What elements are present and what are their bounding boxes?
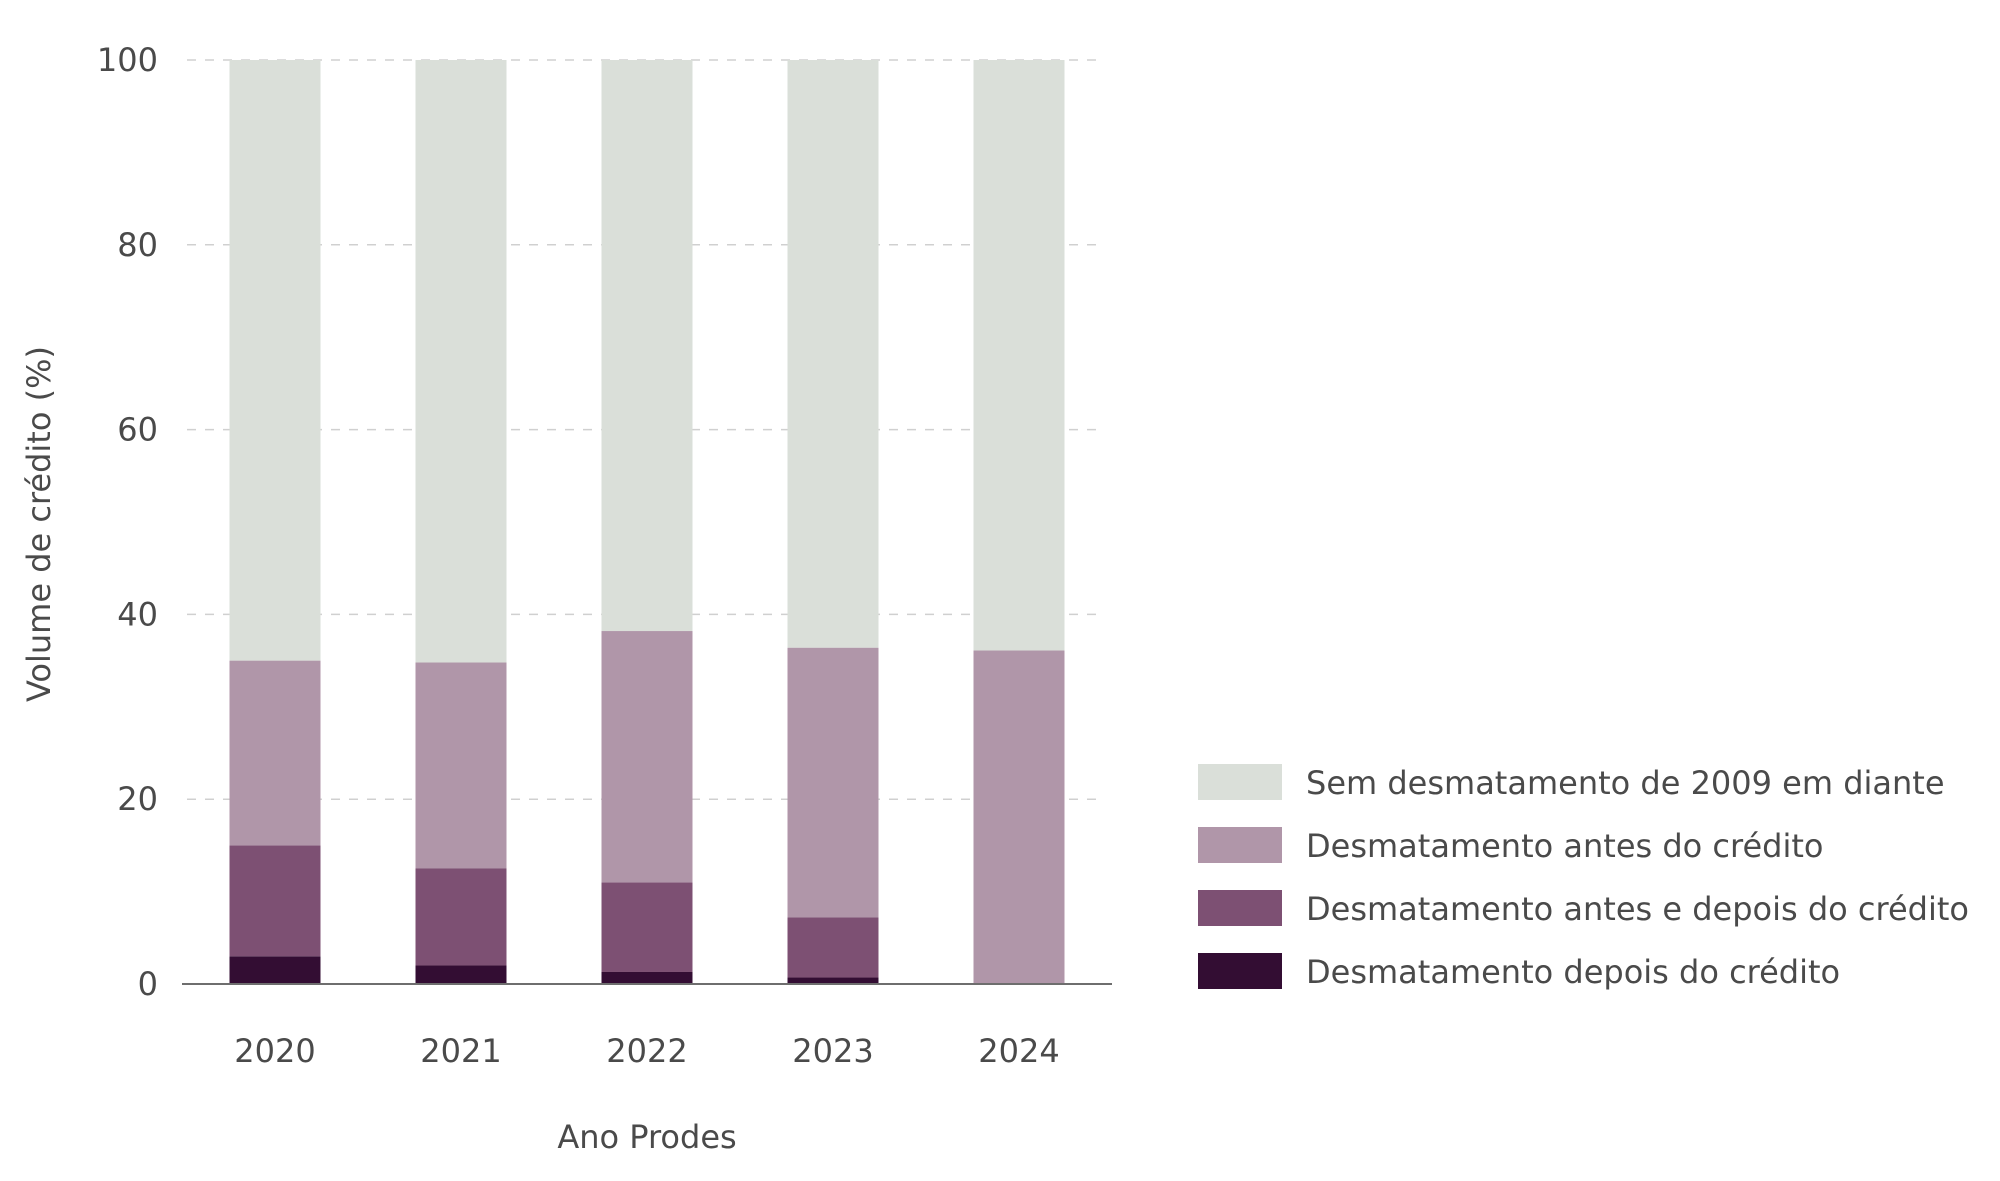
- x-tick-label: 2022: [606, 1032, 687, 1070]
- legend-item: Desmatamento depois do crédito: [1198, 953, 1840, 991]
- bars: [229, 60, 1065, 984]
- legend-swatch: [1198, 827, 1282, 863]
- x-tick-label: 2021: [420, 1032, 501, 1070]
- bar-segment: [787, 977, 879, 984]
- bar-segment: [229, 660, 321, 846]
- x-tick-label: 2023: [792, 1032, 873, 1070]
- bar-segment: [973, 650, 1065, 984]
- legend-label: Desmatamento antes e depois do crédito: [1306, 890, 1969, 928]
- legend: Sem desmatamento de 2009 em diante Desmat…: [1198, 764, 1969, 991]
- bar-segment: [601, 971, 693, 984]
- bar-segment: [415, 868, 507, 966]
- x-tick-label: 2024: [978, 1032, 1059, 1070]
- bar-segment: [415, 965, 507, 984]
- bar-segment: [415, 662, 507, 869]
- bar-segment: [415, 60, 507, 663]
- y-tick-label: 0: [138, 965, 158, 1003]
- x-axis-ticks: 2020 2021 2022 2023 2024: [234, 1032, 1059, 1070]
- bar-segment: [787, 917, 879, 978]
- bar-segment: [601, 631, 693, 883]
- bar-segment: [229, 956, 321, 984]
- legend-swatch: [1198, 953, 1282, 989]
- legend-swatch: [1198, 764, 1282, 800]
- bar-segment: [787, 647, 879, 918]
- bar-segment: [601, 60, 693, 632]
- x-axis-title: Ano Prodes: [557, 1118, 736, 1156]
- legend-label: Sem desmatamento de 2009 em diante: [1306, 764, 1945, 802]
- legend-item: Sem desmatamento de 2009 em diante: [1198, 764, 1945, 802]
- legend-item: Desmatamento antes do crédito: [1198, 827, 1823, 865]
- y-tick-label: 60: [117, 411, 158, 449]
- legend-swatch: [1198, 890, 1282, 926]
- bar-segment: [229, 845, 321, 957]
- legend-item: Desmatamento antes e depois do crédito: [1198, 890, 1969, 928]
- x-tick-label: 2020: [234, 1032, 315, 1070]
- y-tick-label: 100: [97, 41, 158, 79]
- y-axis-ticks: 0 20 40 60 80 100: [97, 41, 158, 1003]
- legend-label: Desmatamento depois do crédito: [1306, 953, 1840, 991]
- y-tick-label: 40: [117, 595, 158, 633]
- y-tick-label: 20: [117, 780, 158, 818]
- legend-label: Desmatamento antes do crédito: [1306, 827, 1823, 865]
- bar-segment: [229, 60, 321, 661]
- bar-segment: [787, 60, 879, 648]
- y-tick-label: 80: [117, 226, 158, 264]
- bar-segment: [973, 60, 1065, 651]
- bar-segment: [601, 882, 693, 972]
- y-axis-title: Volume de crédito (%): [20, 346, 58, 702]
